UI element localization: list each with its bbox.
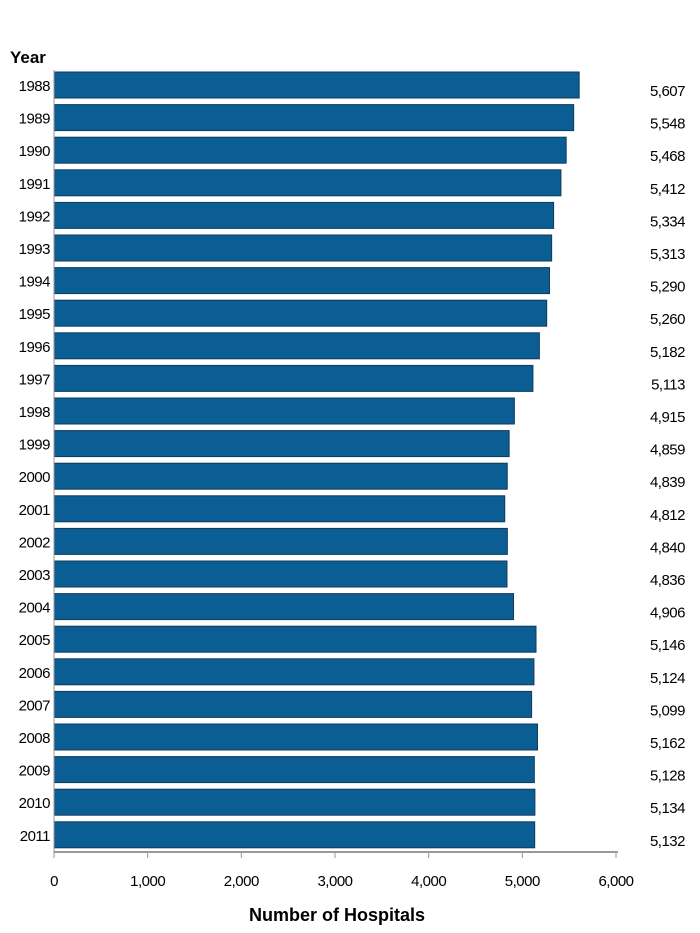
x-tick-label: 3,000 bbox=[317, 873, 352, 890]
bar-2004 bbox=[53, 593, 515, 621]
value-label: 5,334 bbox=[650, 213, 685, 230]
bar-2007 bbox=[53, 690, 533, 718]
year-label: 1996 bbox=[19, 339, 51, 356]
bar-2006 bbox=[53, 658, 535, 686]
x-tick-label: 2,000 bbox=[224, 873, 259, 890]
year-label: 1991 bbox=[19, 176, 51, 193]
value-label: 5,182 bbox=[650, 344, 685, 361]
year-label: 1999 bbox=[19, 437, 51, 454]
bar-1990 bbox=[53, 136, 567, 164]
year-label: 1995 bbox=[19, 306, 51, 323]
year-label: 2007 bbox=[19, 697, 51, 714]
value-label: 5,468 bbox=[650, 148, 685, 165]
year-label: 2003 bbox=[19, 567, 51, 584]
year-label: 2011 bbox=[20, 828, 50, 845]
value-label: 5,162 bbox=[650, 735, 685, 752]
year-label: 1992 bbox=[19, 208, 51, 225]
year-label: 2005 bbox=[19, 632, 51, 649]
year-label: 1994 bbox=[19, 274, 51, 291]
value-label: 5,099 bbox=[650, 702, 685, 719]
value-label: 5,313 bbox=[650, 246, 685, 263]
value-label: 5,132 bbox=[650, 833, 685, 850]
year-label: 2001 bbox=[19, 502, 51, 519]
value-label: 4,839 bbox=[650, 474, 685, 491]
value-label: 5,128 bbox=[650, 768, 685, 785]
bar-1994 bbox=[53, 267, 550, 295]
year-label: 1989 bbox=[19, 111, 51, 128]
bar-2008 bbox=[53, 723, 539, 751]
value-label: 5,412 bbox=[650, 181, 685, 198]
value-label: 5,290 bbox=[650, 279, 685, 296]
year-label: 1993 bbox=[19, 241, 51, 258]
year-label: 2000 bbox=[19, 469, 51, 486]
year-label: 2008 bbox=[19, 730, 51, 747]
x-tick-label: 4,000 bbox=[411, 873, 446, 890]
bar-2001 bbox=[53, 495, 506, 523]
value-label: 4,915 bbox=[650, 409, 685, 426]
bar-1995 bbox=[53, 299, 548, 327]
value-label: 5,607 bbox=[650, 83, 685, 100]
value-label: 4,840 bbox=[650, 539, 685, 556]
bar-1992 bbox=[53, 201, 555, 229]
value-label: 5,124 bbox=[650, 670, 685, 687]
value-label: 5,548 bbox=[650, 116, 685, 133]
bar-2009 bbox=[53, 756, 535, 784]
value-label: 4,812 bbox=[650, 507, 685, 524]
bar-1996 bbox=[53, 332, 540, 360]
bar-1993 bbox=[53, 234, 553, 262]
value-label: 5,146 bbox=[650, 637, 685, 654]
bar-1998 bbox=[53, 397, 515, 425]
bar-2002 bbox=[53, 527, 508, 555]
bar-2003 bbox=[53, 560, 508, 588]
bar-1988 bbox=[53, 71, 580, 99]
bar-2011 bbox=[53, 821, 536, 849]
year-label: 2010 bbox=[19, 795, 51, 812]
year-label: 1988 bbox=[19, 78, 51, 95]
year-label: 2009 bbox=[19, 763, 51, 780]
year-label: 1998 bbox=[19, 404, 51, 421]
value-label: 4,906 bbox=[650, 605, 685, 622]
bar-2010 bbox=[53, 788, 536, 816]
year-label: 2004 bbox=[19, 600, 51, 617]
bar-1999 bbox=[53, 430, 510, 458]
year-label: 1990 bbox=[19, 143, 51, 160]
bar-1997 bbox=[53, 364, 534, 392]
x-axis-title: Number of Hospitals bbox=[249, 905, 425, 925]
bar-1989 bbox=[53, 104, 575, 132]
x-tick-label: 0 bbox=[50, 873, 58, 890]
value-label: 5,134 bbox=[650, 800, 685, 817]
bar-2005 bbox=[53, 625, 537, 653]
year-label: 1997 bbox=[19, 371, 51, 388]
value-label: 5,260 bbox=[650, 311, 685, 328]
bar-1991 bbox=[53, 169, 562, 197]
year-label: 2002 bbox=[19, 534, 51, 551]
value-label: 4,859 bbox=[650, 442, 685, 459]
year-label: 2006 bbox=[19, 665, 51, 682]
y-axis-title: Year bbox=[10, 48, 46, 67]
bar-2000 bbox=[53, 462, 508, 490]
x-tick-label: 1,000 bbox=[130, 873, 165, 890]
value-label: 5,113 bbox=[651, 376, 685, 393]
value-label: 4,836 bbox=[650, 572, 685, 589]
x-tick-label: 6,000 bbox=[598, 873, 633, 890]
x-tick-label: 5,000 bbox=[505, 873, 540, 890]
